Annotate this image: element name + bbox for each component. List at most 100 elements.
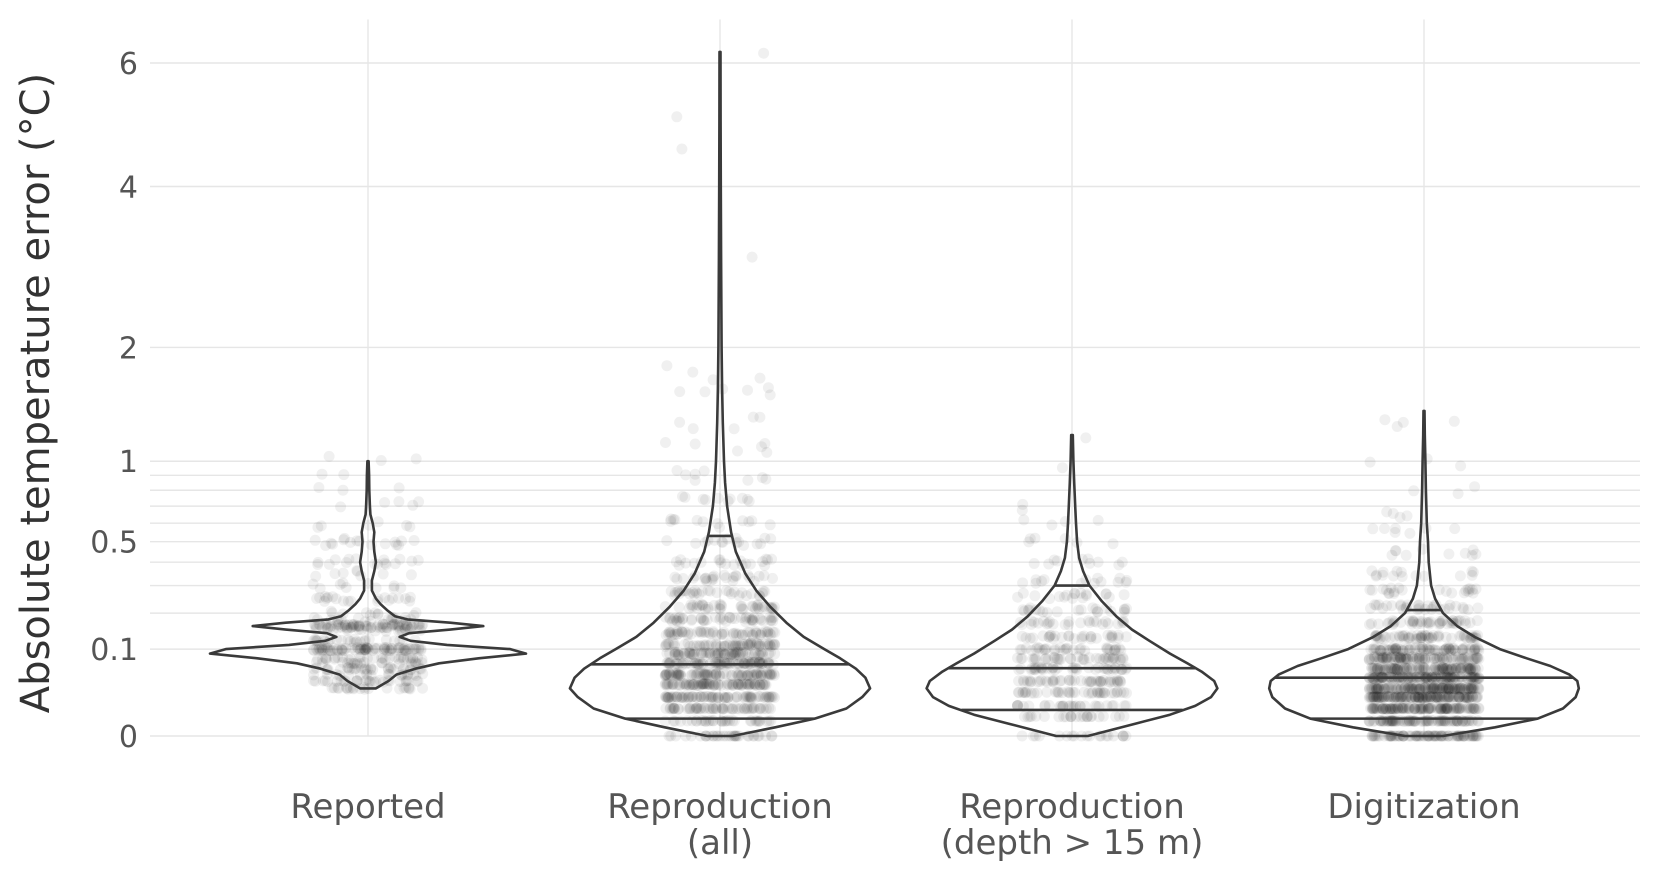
data-point bbox=[767, 626, 779, 638]
data-point bbox=[1100, 616, 1111, 628]
data-point bbox=[342, 662, 353, 674]
data-point bbox=[749, 678, 761, 690]
data-point bbox=[743, 679, 755, 691]
data-point bbox=[348, 619, 359, 631]
y-axis-title: Absolute temperature error (°C) bbox=[13, 73, 59, 713]
data-point bbox=[384, 644, 396, 656]
data-point bbox=[1017, 577, 1029, 589]
data-point bbox=[745, 637, 757, 649]
data-point bbox=[705, 692, 717, 704]
data-point bbox=[1432, 630, 1444, 642]
data-point bbox=[338, 645, 350, 656]
category-label: (all) bbox=[687, 823, 753, 863]
data-point bbox=[1470, 583, 1482, 595]
data-point bbox=[327, 591, 339, 603]
data-point bbox=[1029, 590, 1041, 602]
data-point bbox=[401, 619, 413, 631]
data-point bbox=[699, 678, 711, 690]
data-point bbox=[745, 691, 757, 702]
data-point bbox=[1063, 674, 1075, 686]
data-point bbox=[353, 623, 365, 635]
data-point bbox=[698, 626, 710, 638]
data-point bbox=[1468, 703, 1480, 715]
data-point bbox=[401, 520, 413, 531]
data-point bbox=[696, 678, 708, 690]
data-point bbox=[1373, 618, 1384, 630]
data-point bbox=[392, 644, 404, 656]
data-point bbox=[1388, 588, 1400, 599]
data-point bbox=[368, 642, 380, 654]
data-point bbox=[385, 662, 397, 674]
data-point bbox=[730, 570, 742, 582]
data-point bbox=[388, 580, 400, 592]
data-point bbox=[765, 668, 777, 680]
data-point bbox=[703, 640, 715, 652]
data-point bbox=[1467, 544, 1479, 556]
data-point bbox=[671, 573, 683, 585]
data-point bbox=[400, 593, 412, 605]
data-point bbox=[766, 730, 778, 742]
data-point bbox=[728, 715, 740, 727]
data-point bbox=[767, 572, 778, 584]
data-point bbox=[1073, 604, 1084, 616]
data-point bbox=[669, 648, 681, 660]
data-point bbox=[313, 642, 325, 654]
data-point bbox=[663, 668, 675, 680]
data-point bbox=[738, 640, 750, 652]
data-point bbox=[710, 641, 722, 653]
data-point bbox=[1379, 414, 1391, 426]
data-point bbox=[413, 620, 425, 632]
data-point bbox=[337, 577, 349, 589]
data-point bbox=[762, 626, 773, 638]
data-point bbox=[683, 691, 695, 703]
data-point bbox=[741, 702, 753, 714]
data-point bbox=[670, 730, 682, 742]
data-point bbox=[1067, 592, 1078, 604]
data-point bbox=[668, 703, 680, 714]
data-point bbox=[690, 715, 702, 727]
data-point bbox=[730, 646, 742, 658]
data-point bbox=[687, 423, 699, 435]
data-point bbox=[715, 599, 727, 611]
data-point bbox=[663, 668, 675, 680]
data-point bbox=[666, 629, 678, 641]
data-point bbox=[737, 691, 749, 703]
data-point bbox=[362, 643, 374, 655]
data-point bbox=[346, 662, 358, 674]
data-point bbox=[360, 620, 372, 631]
data-point bbox=[390, 539, 402, 551]
data-point bbox=[319, 595, 330, 607]
data-point bbox=[370, 676, 382, 688]
data-point bbox=[379, 557, 391, 569]
data-point bbox=[718, 649, 730, 661]
gridlines bbox=[150, 19, 1640, 737]
data-point bbox=[405, 652, 417, 664]
data-point bbox=[700, 678, 712, 690]
data-point bbox=[1097, 710, 1109, 722]
data-point bbox=[1472, 643, 1484, 655]
data-point bbox=[752, 638, 764, 650]
data-point bbox=[744, 638, 755, 650]
data-point bbox=[698, 647, 710, 659]
data-point bbox=[394, 624, 406, 636]
data-point bbox=[343, 654, 355, 666]
data-point bbox=[718, 569, 730, 581]
data-point bbox=[757, 649, 769, 660]
data-point bbox=[668, 640, 680, 652]
data-point bbox=[1094, 653, 1106, 665]
data-point bbox=[753, 649, 765, 661]
data-point bbox=[314, 592, 326, 604]
data-point bbox=[686, 679, 698, 691]
data-point bbox=[341, 682, 352, 694]
data-point bbox=[388, 618, 400, 630]
data-point bbox=[689, 438, 701, 450]
data-point bbox=[350, 636, 362, 648]
data-point bbox=[704, 648, 716, 659]
data-point bbox=[668, 691, 680, 703]
data-point bbox=[662, 692, 674, 704]
data-point bbox=[308, 669, 320, 681]
data-point bbox=[375, 455, 387, 466]
data-point bbox=[754, 679, 766, 691]
data-point bbox=[395, 582, 407, 594]
data-point bbox=[661, 680, 673, 692]
